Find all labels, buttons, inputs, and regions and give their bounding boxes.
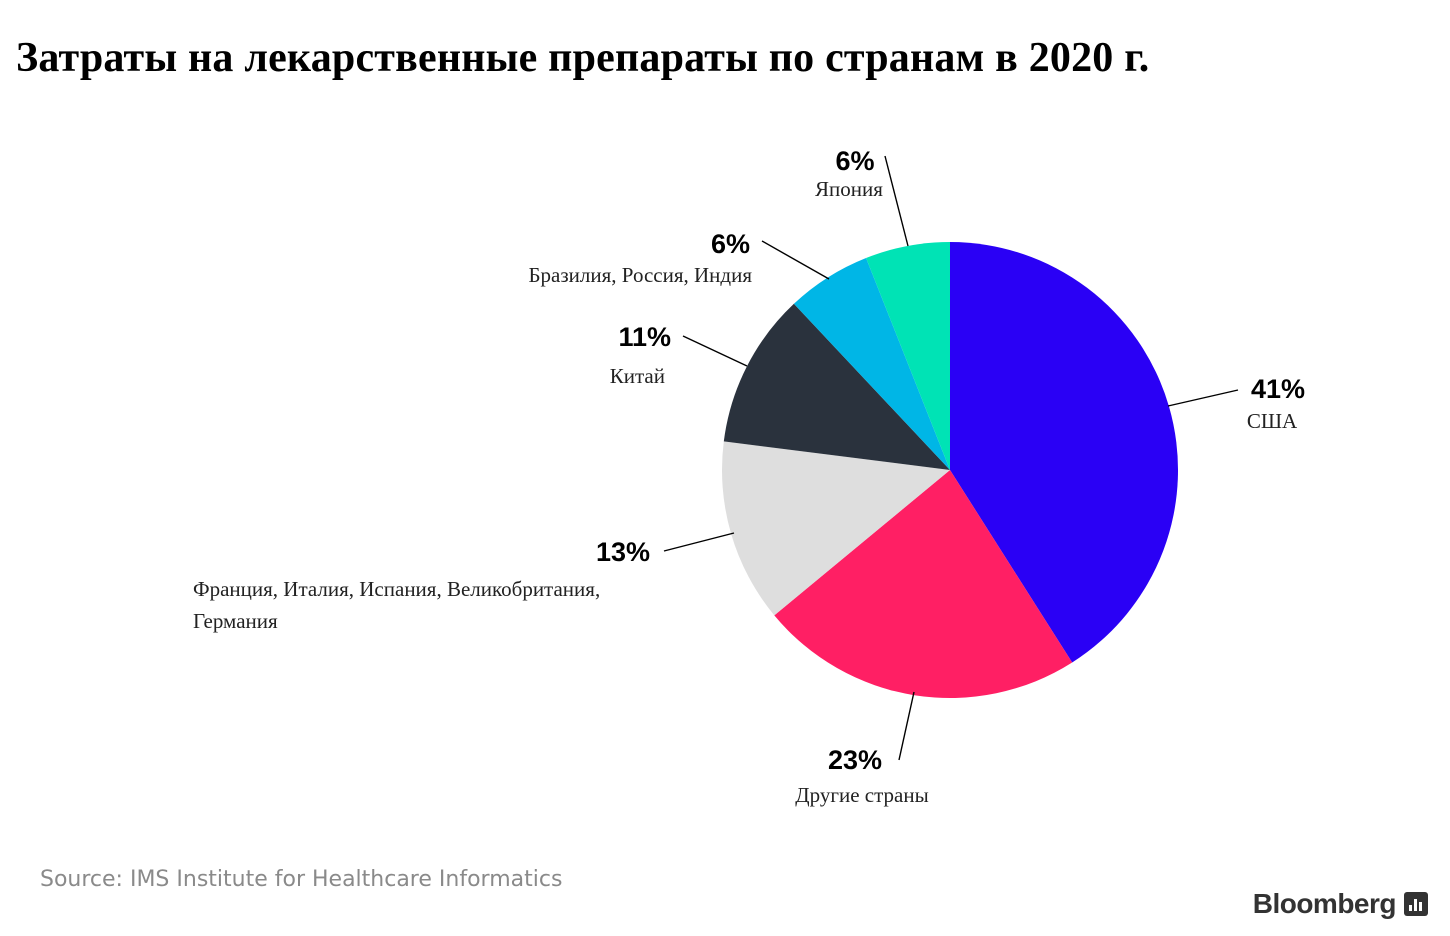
brand-name: Bloomberg: [1252, 888, 1397, 919]
pie-slice: [722, 441, 950, 616]
pie-slice: [950, 242, 1179, 663]
leader-line: [682, 335, 748, 367]
slice-value-label: 41%: [1251, 374, 1305, 404]
leader-line: [884, 155, 909, 247]
chart-title: Затраты на лекарственные препараты по ст…: [16, 35, 1150, 81]
source-note: Source: IMS Institute for Healthcare Inf…: [40, 867, 563, 892]
leader-lines: [663, 155, 1239, 761]
leader-line: [663, 532, 735, 552]
pie-slice: [774, 470, 1073, 699]
leader-line: [898, 691, 915, 761]
pie-slices: [722, 242, 1179, 699]
slice-labels: 41% США 23% Другие страны 13% Франция, Италия…: [193, 146, 1305, 807]
slice-category-label: Другие страны: [795, 783, 928, 807]
slice-category-label: США: [1247, 409, 1298, 433]
slice-value-label: 23%: [828, 745, 882, 775]
slice-category-label: Германия: [193, 609, 278, 633]
brand-logo: Bloomberg: [1253, 888, 1428, 920]
slice-category-label: Китай: [610, 364, 665, 388]
slice-value-label: 6%: [711, 229, 750, 259]
slice-value-label: 6%: [835, 146, 874, 176]
slice-category-label: Франция, Италия, Испания, Великобритания…: [193, 577, 600, 601]
slice-category-label: Япония: [815, 177, 883, 201]
slice-category-label: Бразилия, Россия, Индия: [529, 263, 753, 287]
slice-value-label: 11%: [618, 322, 671, 352]
leader-line: [1167, 389, 1239, 407]
pie-slice: [866, 242, 950, 470]
slice-value-label: 13%: [596, 537, 650, 567]
pie-slice: [723, 303, 950, 470]
pie-slice: [793, 258, 950, 470]
bar-chart-icon: [1404, 892, 1428, 916]
leader-line: [761, 240, 830, 280]
